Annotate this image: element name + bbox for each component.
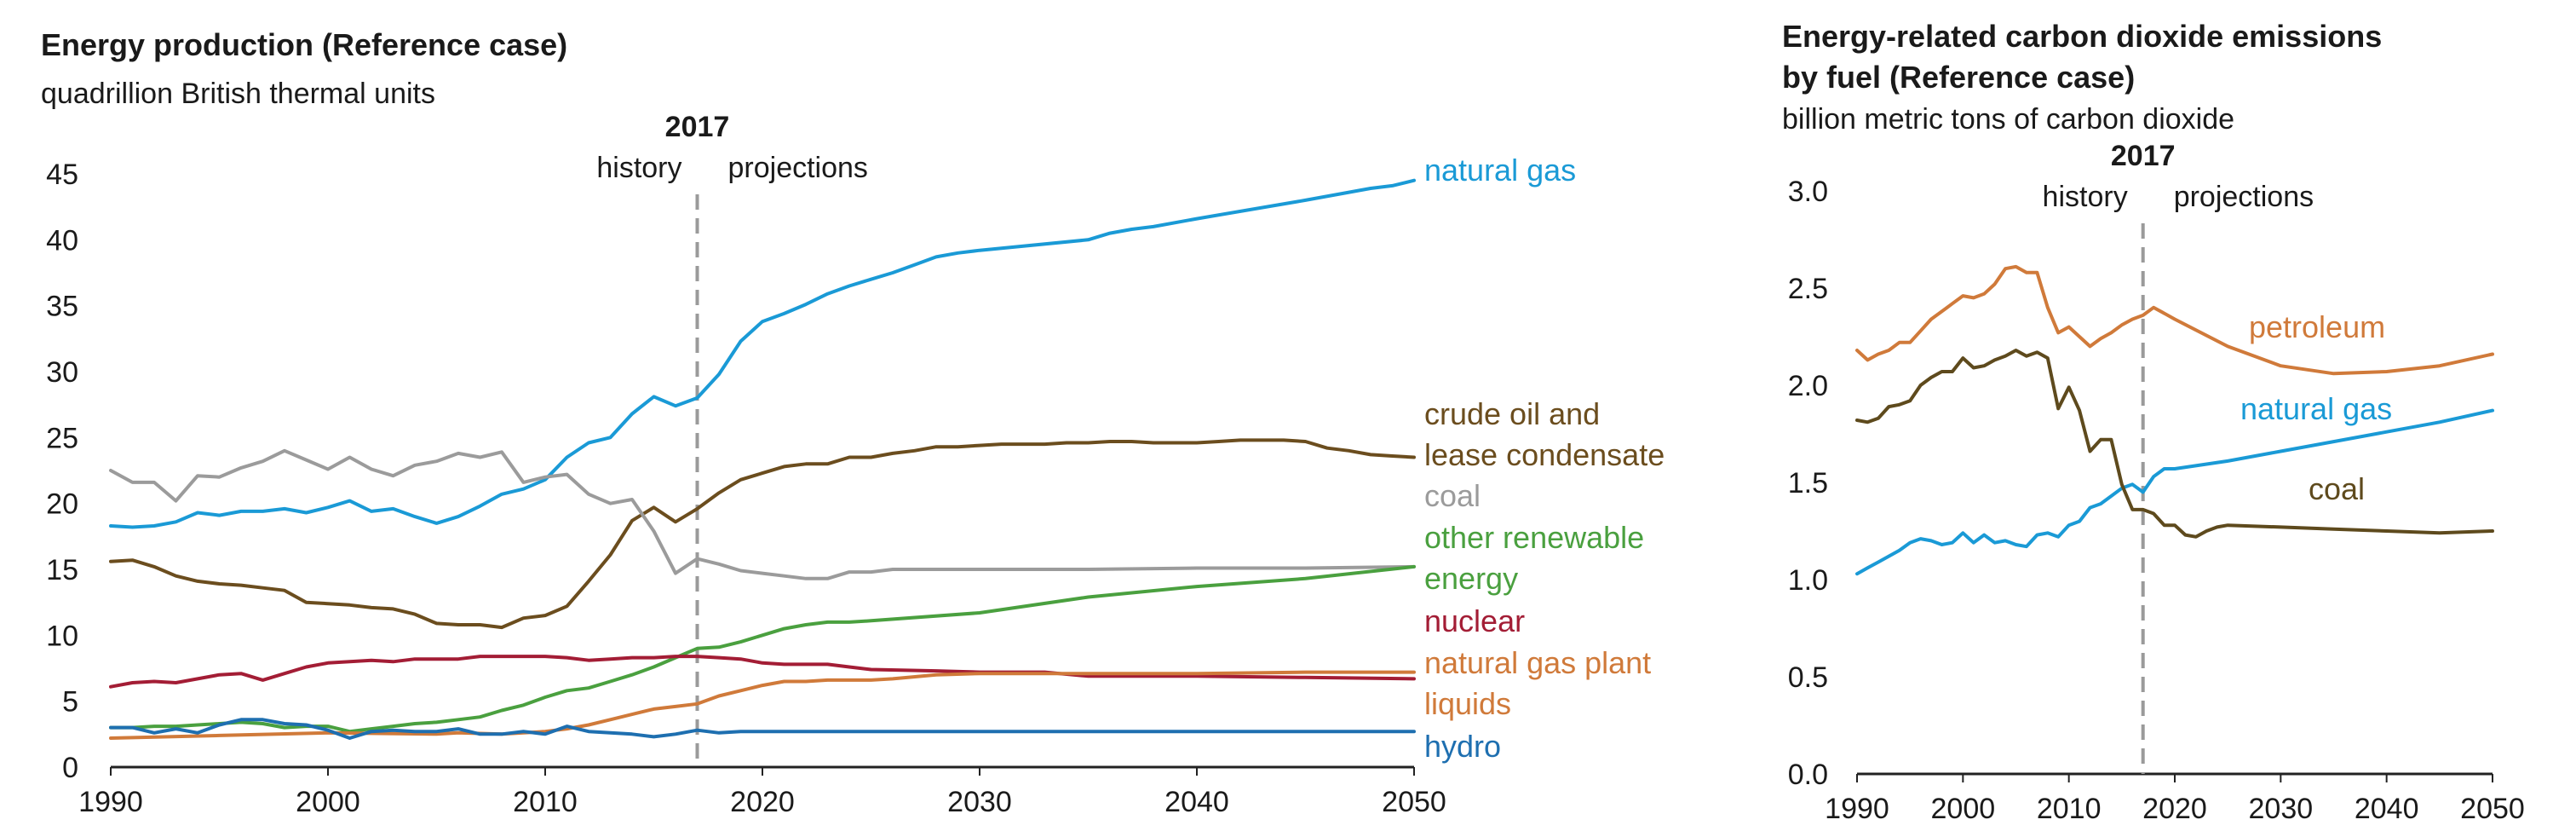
y-tick-label: 1.5	[1788, 467, 1828, 499]
x-tick-label: 2020	[2142, 793, 2207, 825]
x-tick-label: 2030	[2249, 793, 2314, 825]
y-tick-label: 3.0	[1788, 176, 1828, 208]
x-tick-label: 2040	[1164, 786, 1229, 818]
series-label-natural-gas: natural gas	[2240, 391, 2392, 426]
series-label-other-renewable-energy: energy	[1424, 561, 1518, 596]
series-label-crude-oil-and-lease-condensate: lease condensate	[1424, 437, 1665, 472]
series-line-hydro	[109, 718, 1416, 740]
x-tick-label: 2010	[513, 786, 578, 818]
series-line-coal	[109, 448, 1416, 580]
y-tick-label: 35	[46, 291, 78, 323]
y-tick-label: 40	[46, 224, 78, 257]
chart-title-line-2: by fuel (Reference case)	[1782, 60, 2136, 95]
x-tick-label: 2000	[1931, 793, 1996, 825]
y-tick-label: 1.0	[1788, 564, 1828, 597]
series-line-crude-oil-and-lease-condensate	[109, 438, 1416, 630]
x-tick-label: 2010	[2037, 793, 2102, 825]
series-line-coal	[1855, 349, 2494, 539]
co2-emissions-chart: 1990 2000 2010 2020 2030 2040 2050 0.0 0.5 1.0 1.5…	[1788, 140, 2525, 825]
series-label-natural-gas-plant-liquids: natural gas plant	[1424, 645, 1651, 680]
y-tick-label: 0	[62, 752, 78, 784]
projections-label: projections	[728, 152, 868, 184]
x-tick-label: 2040	[2355, 793, 2419, 825]
series-line-other-renewable-energy	[109, 564, 1416, 734]
y-tick-label: 0.5	[1788, 661, 1828, 694]
chart-subtitle: quadrillion British thermal units	[41, 78, 435, 110]
history-label: history	[596, 152, 681, 184]
x-tick-label: 1990	[1825, 793, 1889, 825]
divider-year-label: 2017	[2111, 140, 2176, 172]
series-label-hydro: hydro	[1424, 729, 1501, 764]
x-tick-label: 2050	[1382, 786, 1446, 818]
series-line-petroleum	[1855, 264, 2494, 376]
divider-year-label: 2017	[665, 111, 730, 143]
series-line-nuclear	[109, 655, 1416, 689]
series-label-nuclear: nuclear	[1424, 603, 1525, 638]
y-tick-label: 2.5	[1788, 273, 1828, 305]
chart-subtitle: billion metric tons of carbon dioxide	[1782, 103, 2235, 136]
projections-label: projections	[2174, 181, 2314, 213]
y-tick-label: 30	[46, 356, 78, 389]
y-tick-label: 25	[46, 422, 78, 454]
x-tick-label: 2050	[2460, 793, 2525, 825]
chart-title-line-1: Energy-related carbon dioxide emissions	[1782, 19, 2383, 54]
series-label-natural-gas-plant-liquids: liquids	[1424, 686, 1511, 721]
history-label: history	[2043, 181, 2128, 213]
series-label-crude-oil-and-lease-condensate: crude oil and	[1424, 396, 1600, 431]
y-tick-label: 0.0	[1788, 759, 1828, 791]
series-label-coal: coal	[2309, 471, 2365, 506]
series-line-natural-gas-plant-liquids	[109, 670, 1416, 740]
x-tick-label: 1990	[78, 786, 143, 818]
y-tick-label: 45	[46, 159, 78, 191]
series-label-coal: coal	[1424, 478, 1481, 513]
energy-production-panel: Energy production (Reference case) quadr…	[41, 27, 1665, 818]
series-label-petroleum: petroleum	[2249, 309, 2385, 344]
y-tick-label: 15	[46, 554, 78, 586]
x-tick-label: 2020	[730, 786, 795, 818]
x-tick-label: 2000	[296, 786, 360, 818]
series-line-natural-gas	[1855, 408, 2494, 576]
y-tick-label: 20	[46, 488, 78, 521]
energy-production-chart: 1990 2000 2010 2020 2030 2040 2050 0 5 10 15 20 25 30…	[46, 111, 1665, 818]
series-label-other-renewable-energy: other renewable	[1424, 520, 1644, 555]
y-tick-label: 2.0	[1788, 370, 1828, 402]
y-tick-label: 10	[46, 620, 78, 652]
series-label-natural-gas: natural gas	[1424, 153, 1576, 188]
chart-title: Energy production (Reference case)	[41, 27, 568, 62]
y-tick-label: 5	[62, 686, 78, 719]
co2-emissions-panel: Energy-related carbon dioxide emissions …	[1755, 0, 2576, 837]
series-line-natural-gas	[109, 178, 1416, 529]
x-tick-label: 2030	[947, 786, 1012, 818]
